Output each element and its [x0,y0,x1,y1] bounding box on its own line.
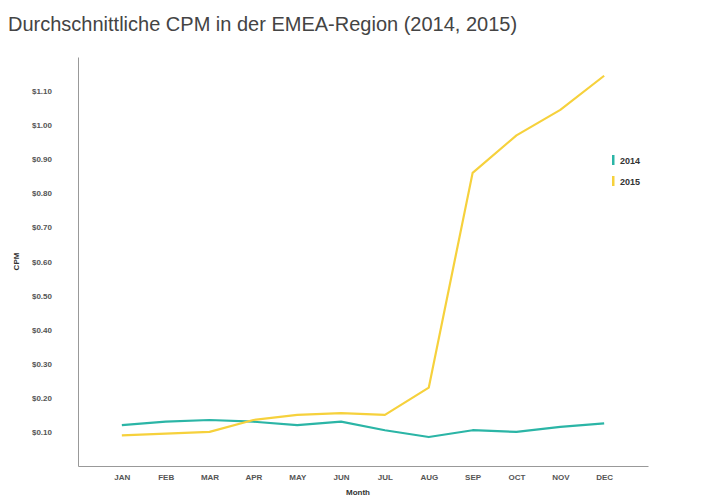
x-tick: FEB [158,466,174,482]
y-tick-label: $0.20 [32,394,53,403]
x-axis: JAN FEB MAR APR MAY JUN JUL AUG SEP OCT NOV DEC [79,466,649,482]
x-axis-title: Month [346,488,370,497]
x-tick-label: JUL [378,473,393,482]
x-tick-label: MAR [201,473,219,482]
chart: Durchschnittliche CPM in der EMEA-Region… [0,0,728,499]
y-axis-line [78,58,79,467]
x-tick-label: DEC [596,473,613,482]
y-tick: $0.60 [32,258,78,267]
x-tick-label: JAN [114,473,130,482]
x-tick: OCT [509,466,526,482]
y-axis-title: CPM [12,252,21,270]
x-tick-label: APR [245,473,262,482]
x-tick: NOV [552,466,570,482]
legend-item: 2014 [612,155,640,166]
y-tick: $0.30 [32,360,78,369]
x-axis-line [79,466,649,467]
y-tick-label: $1.10 [32,87,53,96]
x-tick-label: SEP [465,473,482,482]
x-tick: DEC [596,466,613,482]
x-tick-label: OCT [509,473,526,482]
title: Durchschnittliche CPM in der EMEA-Region… [8,13,517,35]
series-line [122,76,604,436]
y-tick-label: $0.40 [32,326,53,335]
legend-item: 2015 [612,176,640,187]
y-tick-label: $0.80 [32,189,53,198]
y-tick: $0.20 [32,394,78,403]
y-tick: $0.70 [32,223,78,232]
x-tick: AUG [420,466,438,482]
y-tick-label: $0.30 [32,360,53,369]
plot-area [122,76,604,437]
y-tick-label: $0.10 [32,428,53,437]
y-tick: $0.90 [32,155,78,164]
legend-label: 2015 [620,177,640,187]
x-tick: MAY [289,466,307,482]
legend-label: 2014 [620,156,640,166]
legend: 2014 2015 [612,155,640,187]
x-tick-label: AUG [420,473,438,482]
y-tick: $0.10 [32,428,78,437]
y-tick-label: $1.00 [32,121,53,130]
x-tick-label: MAY [289,473,307,482]
x-tick: JAN [114,466,130,482]
y-tick: $1.00 [32,121,78,130]
y-axis: $0.10 $0.20 $0.30 $0.40 $0.50 $0.60 $0.70 $0.80… [32,58,79,467]
x-tick: APR [245,466,262,482]
x-tick: SEP [465,466,482,482]
y-tick-label: $0.90 [32,155,53,164]
x-tick: JUN [334,466,350,482]
legend-swatch [612,176,615,186]
series-line [122,420,604,437]
x-tick: JUL [378,466,393,482]
y-tick: $0.40 [32,326,78,335]
y-tick: $0.80 [32,189,78,198]
x-tick-label: JUN [334,473,350,482]
legend-swatch [612,155,615,165]
y-tick-label: $0.70 [32,223,53,232]
x-tick: MAR [201,466,219,482]
y-tick-label: $0.50 [32,292,53,301]
y-tick-label: $0.60 [32,258,53,267]
y-tick: $1.10 [32,87,78,96]
x-tick-label: NOV [552,473,570,482]
y-tick: $0.50 [32,292,78,301]
x-tick-label: FEB [158,473,174,482]
